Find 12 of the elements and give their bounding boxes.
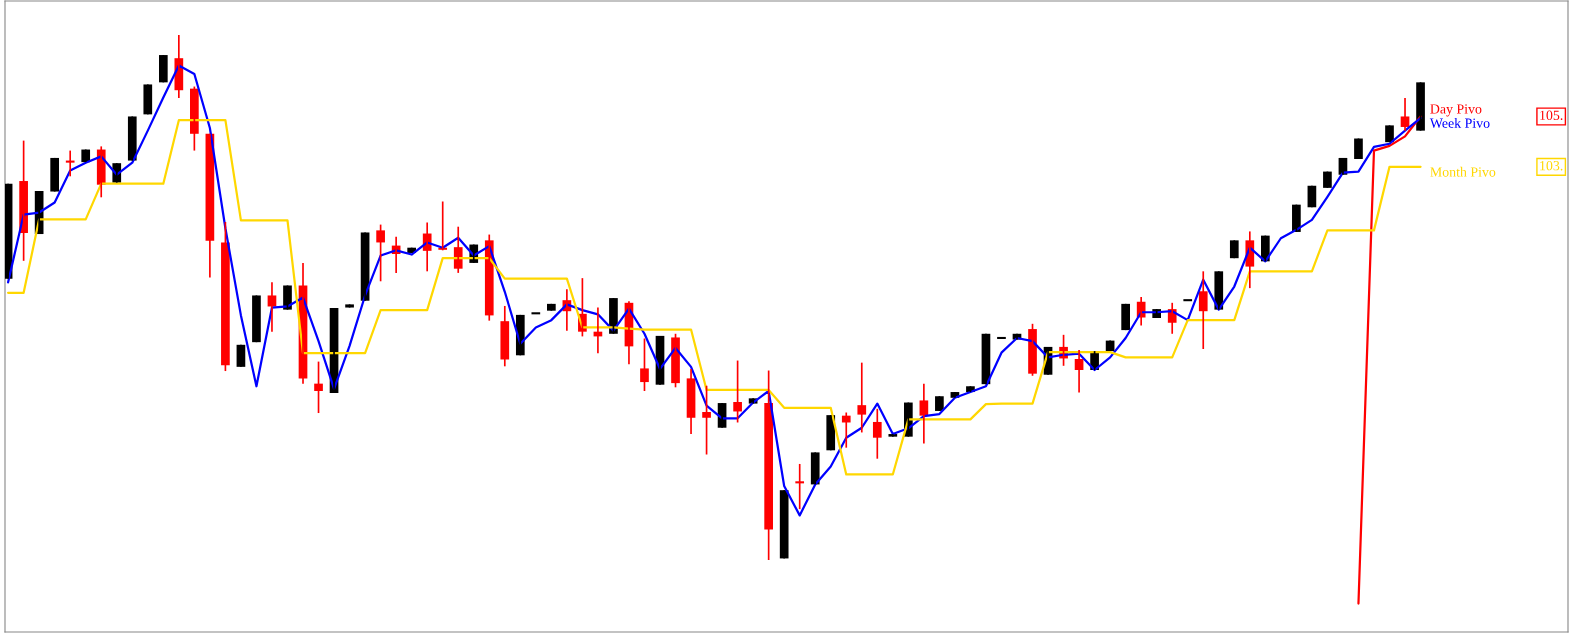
candlestick (1354, 137, 1363, 160)
candlestick (376, 223, 385, 283)
series-label: Day Pivo (1430, 104, 1482, 117)
candlestick (252, 294, 261, 344)
candlestick (221, 221, 230, 372)
text: 105. (1540, 110, 1563, 121)
candlestick (1121, 303, 1130, 331)
series-label: Week Pivo (1429, 118, 1490, 128)
series-label: Month Pivo (1430, 166, 1496, 177)
candlestick (702, 384, 711, 456)
text: 103. (1540, 160, 1563, 171)
candlestick (640, 337, 649, 392)
